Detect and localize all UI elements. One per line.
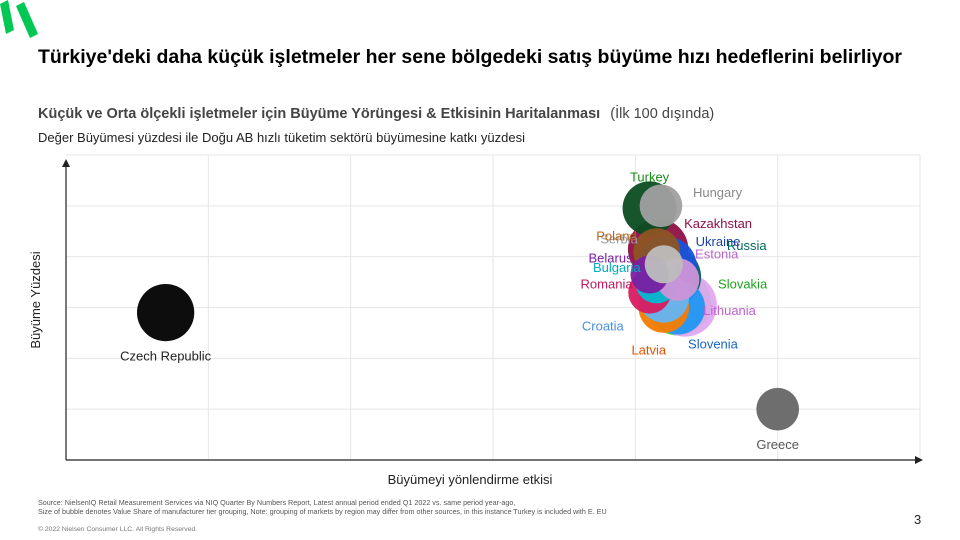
logo-mark-left (0, 0, 14, 34)
copyright: © 2022 Nielsen Consumer LLC. All Rights … (38, 526, 198, 533)
label-kazakhstan: Kazakhstan (684, 216, 752, 231)
label-russia: Russia (727, 238, 768, 253)
source-line-1: Source: NielsenIQ Retail Measurement Ser… (38, 498, 516, 507)
x-axis-arrow-icon (915, 456, 923, 464)
logo-mark-right (16, 2, 38, 38)
label-poland: Poland (596, 229, 636, 244)
bubble-serbia (644, 245, 683, 284)
subtitle-main: Küçük ve Orta ölçekli işletmeler için Bü… (38, 106, 601, 122)
y-axis-arrow-icon (62, 159, 70, 167)
chart-labels: Czech Republic Greece Latvia Lithuania Slova… (120, 169, 799, 452)
label-romania: Romania (581, 276, 634, 291)
chart-axes (62, 159, 923, 464)
label-lithuania: Lithuania (703, 303, 757, 318)
bubble-hungary (639, 184, 683, 228)
bubble-czech-republic (136, 283, 195, 342)
label-greece: Greece (756, 437, 799, 452)
x-axis-label: Büyümeyi yönlendirme etkisi (388, 472, 553, 487)
label-hungary: Hungary (693, 185, 743, 200)
label-serbia: Serbia (600, 231, 638, 246)
bubble-greece (756, 387, 800, 431)
source-note: Source: NielsenIQ Retail Measurement Ser… (38, 498, 607, 516)
subtitle-note: (İlk 100 dışında) (610, 106, 715, 122)
source-line-2: Size of bubble denotes Value Share of ma… (38, 507, 607, 516)
label-slovakia: Slovakia (718, 276, 768, 291)
label-slovenia: Slovenia (688, 337, 739, 352)
slide-title: Türkiye'deki daha küçük işletmeler her s… (38, 46, 903, 68)
label-czech-republic: Czech Republic (120, 349, 212, 364)
y-axis-label: Büyüme Yüzdesi (28, 251, 43, 348)
label-ukraine: Ukraine (696, 234, 741, 249)
chart-bubbles (136, 181, 800, 431)
label-estonia: Estonia (695, 247, 739, 262)
chart-subtitle: Küçük ve Orta ölçekli işletmeler için Bü… (38, 106, 714, 122)
label-bulgaria: Bulgaria (593, 260, 641, 275)
label-latvia: Latvia (631, 343, 666, 358)
logo-icon (0, 0, 38, 38)
page-number: 3 (914, 512, 922, 527)
label-turkey: Turkey (630, 169, 670, 184)
label-belarus: Belarus (588, 250, 633, 265)
label-croatia: Croatia (582, 318, 625, 333)
chart-description: Değer Büyümesi yüzdesi ile Doğu AB hızlı… (38, 130, 526, 145)
